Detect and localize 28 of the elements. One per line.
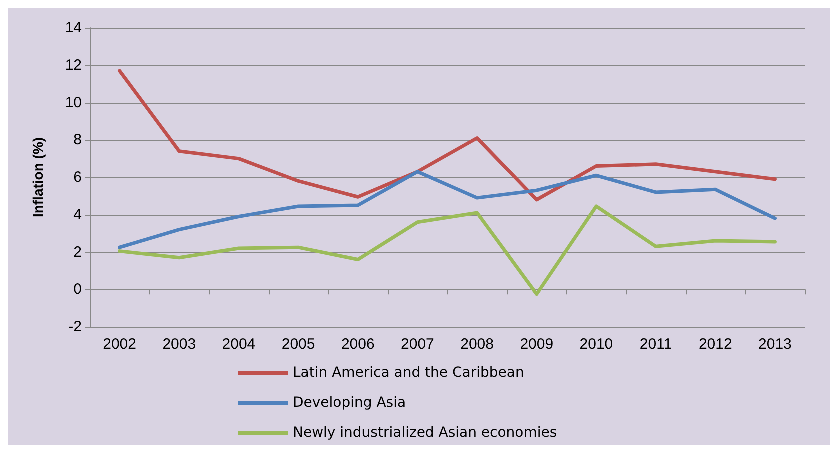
y-tick-label: 0 bbox=[74, 281, 82, 298]
y-tick-label: -2 bbox=[68, 318, 82, 336]
y-axis-title: Inflation (%) bbox=[30, 137, 46, 218]
legend-label: Developing Asia bbox=[293, 395, 406, 411]
x-tick-label: 2013 bbox=[758, 336, 792, 353]
legend-label: Latin America and the Caribbean bbox=[293, 365, 524, 381]
x-tick-label: 2011 bbox=[640, 336, 672, 353]
y-tick-label: 12 bbox=[65, 56, 82, 74]
line-series bbox=[118, 170, 777, 250]
y-tick-label: 6 bbox=[74, 169, 82, 186]
y-tick-label: 8 bbox=[74, 132, 82, 149]
x-tick-label: 2002 bbox=[103, 336, 136, 353]
x-tick-label: 2003 bbox=[162, 336, 196, 353]
y-tick-label: 2 bbox=[74, 244, 82, 261]
y-tick-label: 14 bbox=[65, 20, 82, 36]
x-tick-label: 2007 bbox=[401, 336, 434, 353]
x-tick-label: 2005 bbox=[282, 336, 316, 353]
x-tick-label: 2006 bbox=[341, 336, 375, 353]
x-tick-label: 2009 bbox=[520, 336, 554, 353]
line-series bbox=[118, 69, 777, 202]
y-tick-label: 10 bbox=[65, 94, 82, 112]
x-tick-label: 2010 bbox=[580, 336, 614, 353]
y-tick-label: 4 bbox=[74, 206, 82, 224]
legend-label: Newly industrialized Asian economies bbox=[293, 425, 558, 441]
x-tick-label: 2008 bbox=[460, 336, 494, 353]
line-series bbox=[118, 204, 777, 296]
x-tick-label: 2004 bbox=[222, 336, 256, 353]
x-tick-label: 2012 bbox=[698, 336, 732, 353]
